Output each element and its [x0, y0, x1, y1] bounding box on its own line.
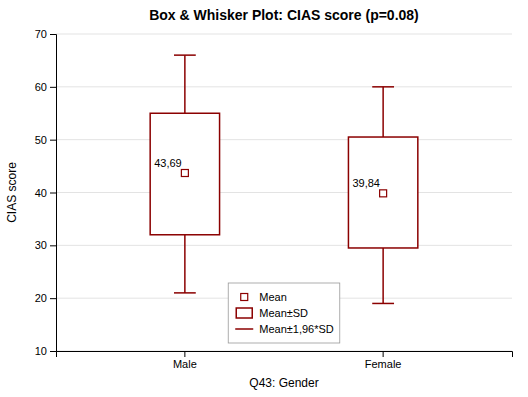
y-axis-line	[50, 35, 57, 352]
y-tick-mark	[50, 34, 56, 35]
y-tick: 10	[35, 345, 56, 357]
y-axis-title: CIAS score	[5, 162, 19, 223]
y-tick-label: 50	[35, 134, 47, 146]
x-tick-mark	[184, 351, 185, 357]
x-axis: Male Female	[57, 351, 513, 370]
y-tick-label: 30	[35, 239, 47, 251]
whisker-cap-upper	[174, 54, 196, 56]
y-tick-label: 40	[35, 187, 47, 199]
legend-label: Mean±1,96*SD	[259, 323, 334, 335]
y-tick: 40	[35, 187, 56, 199]
y-tick-mark	[50, 351, 56, 352]
legend-label: Mean±SD	[259, 307, 308, 319]
mean-marker	[181, 170, 188, 177]
marks	[150, 55, 418, 303]
grid-line	[56, 86, 512, 87]
title: Box & Whisker Plot: CIAS score (p=0.08)	[149, 7, 419, 23]
whisker-cap-lower	[174, 292, 196, 294]
whisker-cap-upper	[372, 86, 394, 88]
x-axis-title: Q43: Gender	[249, 376, 318, 390]
chart-container: 10 20 30 40 50 60 70 Male Female 43,69 39,84 Box & …	[0, 0, 528, 397]
x-tick: Male	[173, 351, 197, 370]
chart-svg: 10 20 30 40 50 60 70 Male Female 43,69 39,84 Box & …	[0, 0, 528, 397]
legend-item: Mean±1,96*SD	[235, 323, 334, 335]
legend-label: Mean	[259, 291, 287, 303]
grid-line	[56, 192, 512, 193]
y-tick-label: 60	[35, 81, 47, 93]
legend: Mean Mean±SD Mean±1,96*SD	[228, 283, 340, 343]
box-group	[150, 55, 219, 293]
x-tick-label: Male	[173, 358, 197, 370]
legend-symbol	[236, 308, 252, 318]
y-tick-mark	[50, 87, 56, 88]
mean-label: 39,84	[352, 177, 380, 189]
box-group	[348, 87, 417, 304]
mean-label: 43,69	[154, 157, 182, 169]
grid-line	[56, 139, 512, 140]
y-tick: 60	[35, 81, 56, 93]
y-tick-mark	[50, 140, 56, 141]
legend-symbol	[235, 328, 253, 330]
y-tick-mark	[50, 245, 56, 246]
x-tick-label: Female	[365, 358, 402, 370]
y-tick: 70	[35, 28, 56, 40]
whisker-lower	[382, 248, 384, 303]
whisker-lower	[184, 235, 186, 293]
x-tick: Female	[365, 351, 402, 370]
y-tick-label: 70	[35, 28, 47, 40]
y-tick-label: 10	[35, 345, 47, 357]
legend-item: Mean	[241, 291, 287, 303]
whisker-upper	[184, 55, 186, 113]
y-tick: 50	[35, 134, 56, 146]
grid-line	[56, 245, 512, 246]
grid-line	[56, 34, 512, 35]
mean-marker	[380, 190, 387, 197]
legend-frame	[228, 283, 340, 343]
y-tick-label: 20	[35, 292, 47, 304]
whisker-cap-lower	[372, 303, 394, 305]
y-tick-mark	[50, 298, 56, 299]
grid	[56, 34, 512, 351]
y-axis: 10 20 30 40 50 60 70	[35, 28, 57, 357]
x-axis-line	[57, 352, 513, 358]
y-tick-mark	[50, 193, 56, 194]
sd-box	[150, 113, 219, 235]
whisker-upper	[382, 87, 384, 137]
data-labels: 43,69 39,84	[154, 157, 380, 189]
y-tick: 20	[35, 292, 56, 304]
y-tick: 30	[35, 239, 56, 251]
sd-box	[348, 137, 417, 248]
x-tick-mark	[383, 351, 384, 357]
legend-item: Mean±SD	[236, 307, 308, 319]
legend-symbol	[241, 294, 248, 301]
